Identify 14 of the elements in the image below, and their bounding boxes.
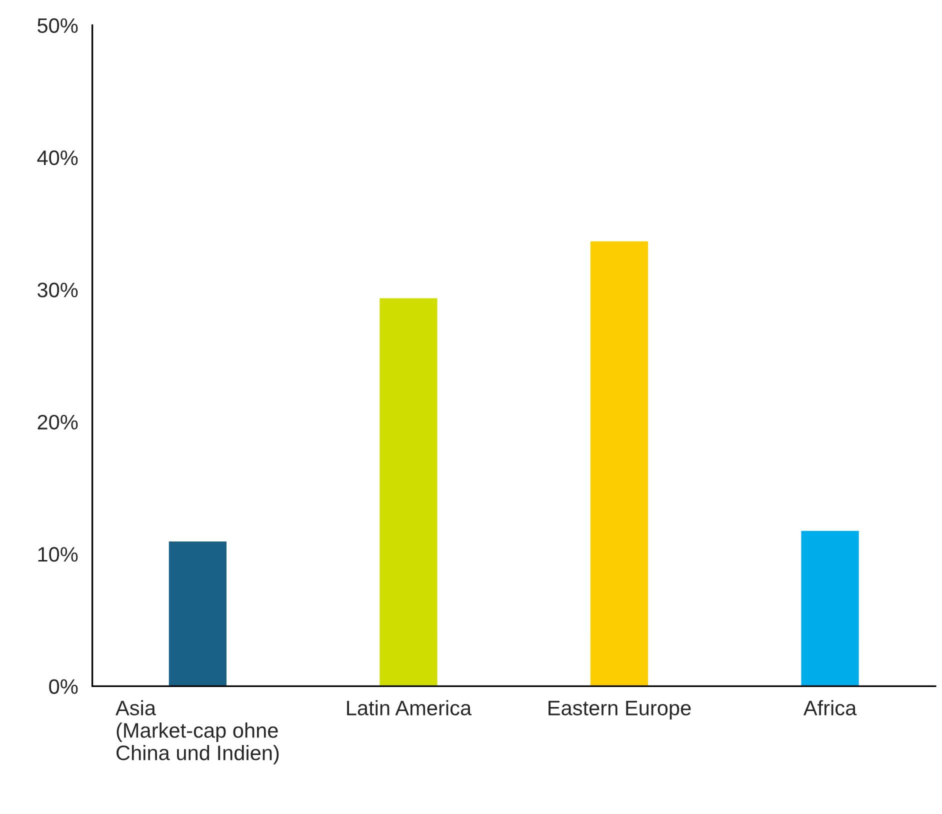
y-tick-label: 30%: [38, 282, 78, 298]
bar: [378, 296, 439, 686]
bar: [168, 540, 228, 686]
bar: [800, 530, 860, 686]
x-tick-label: Eastern Europe: [548, 700, 691, 720]
x-tick-label: Latin America: [347, 700, 472, 716]
y-tick-label: 10%: [38, 547, 78, 562]
y-tick-label: 50%: [38, 18, 78, 33]
bar: [589, 240, 650, 686]
y-tick-label: 20%: [38, 414, 78, 430]
x-tick-label: Asia (Market-cap ohne China und Indien): [116, 700, 279, 764]
x-tick-label: Africa: [803, 700, 857, 716]
y-tick-label: 40%: [37, 150, 78, 166]
y-tick-label: 0%: [49, 679, 78, 694]
